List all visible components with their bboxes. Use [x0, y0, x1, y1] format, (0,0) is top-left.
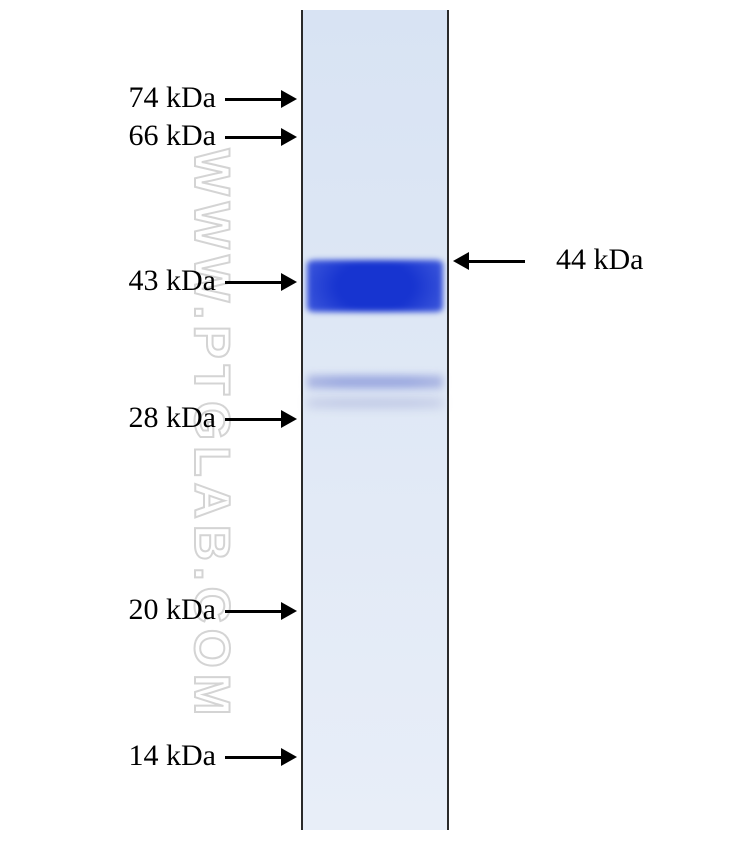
marker-arrow-right: [225, 410, 297, 428]
faint-band-1: [307, 375, 443, 389]
result-arrow-left: [453, 252, 525, 270]
marker-label-left: 43 kDa: [129, 264, 216, 298]
marker-label-left: 14 kDa: [129, 739, 216, 773]
gel-figure: WWW.PTGLAB.COM 74 kDa 66 kDa 43 kDa 28 kDa 20…: [0, 0, 740, 851]
faint-band-2: [307, 398, 443, 408]
marker-arrow-right: [225, 273, 297, 291]
marker-label-left: 28 kDa: [129, 401, 216, 435]
marker-arrow-right: [225, 602, 297, 620]
marker-arrow-right: [225, 128, 297, 146]
watermark: WWW.PTGLAB.COM: [183, 149, 241, 722]
marker-arrow-right: [225, 748, 297, 766]
marker-arrow-right: [225, 90, 297, 108]
marker-label-left: 20 kDa: [129, 593, 216, 627]
marker-label-left: 74 kDa: [129, 81, 216, 115]
marker-label-left: 66 kDa: [129, 119, 216, 153]
result-label: 44 kDa: [556, 243, 643, 277]
lane-border-right: [447, 10, 449, 830]
gel-lane: [303, 10, 447, 830]
lane-border-left: [301, 10, 303, 830]
main-band-44kda: [307, 260, 443, 312]
